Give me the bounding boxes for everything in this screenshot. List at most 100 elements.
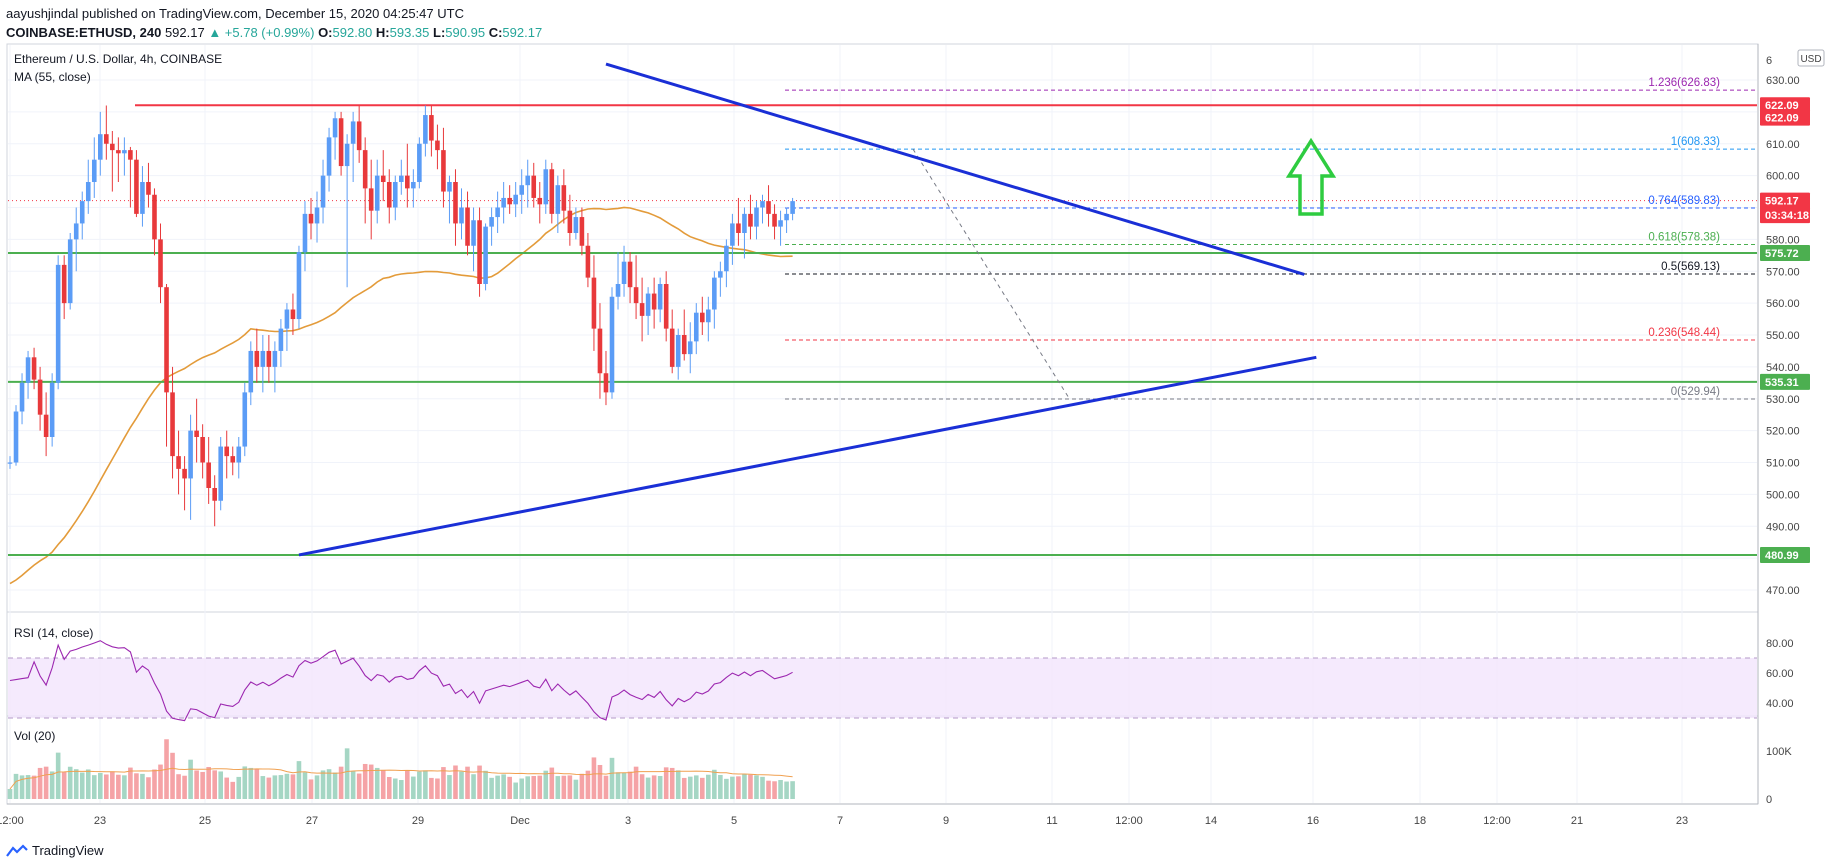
volume-bar [128,767,133,799]
volume-bar [79,772,85,799]
volume-bar [778,780,783,799]
candle [248,341,254,406]
volume-bar [85,769,91,799]
volume-bar [104,774,109,799]
volume-bar [429,777,434,799]
tradingview-logo-icon [6,843,28,857]
candle-body [519,185,524,195]
candle-body [700,312,705,323]
candle [513,182,518,218]
volume-bar [61,771,67,799]
triangle-trendlines[interactable] [298,62,1317,557]
currency-button[interactable]: USD [1797,49,1825,67]
volume-ma-line [9,767,793,790]
candle-body [712,277,717,310]
volume-bar [272,775,278,799]
candle-body [25,357,31,383]
volume-bar [543,770,549,799]
volume-bar [730,776,735,799]
volume-bar [290,774,296,799]
volume-bar [561,775,567,799]
volume-bar [609,757,615,799]
volume-bar [712,769,717,799]
candle [61,255,67,320]
candle [615,252,621,310]
candle [386,169,392,224]
volume-bar [760,776,765,799]
volume-bar [356,773,362,799]
tradingview-footer[interactable]: TradingView [6,843,104,858]
price-tag-background [1760,192,1810,209]
ma-indicator-label[interactable]: MA (55, close) [14,70,91,84]
candle-body [561,185,567,211]
time-axis[interactable]: 12:00 23 25 27 29 Dec 3 5 7 9 11 12:00 14 16 18 12:00 21… [0,815,1688,827]
volume-bar [784,781,789,799]
price-axis-label: 520.00 [1766,426,1800,438]
candle [212,475,217,527]
tradingview-brand: TradingView [32,843,104,858]
price-tag-label: 480.99 [1765,550,1799,562]
candle-body [772,213,777,227]
candle-body [495,207,500,218]
volume-bar [152,769,157,799]
candle [140,166,145,227]
volume-bar [140,773,145,799]
candle [399,159,404,195]
price-axis[interactable]: 630.00620.00610.00600.00590.00580.00570.… [1766,55,1800,806]
main-pane-title: Ethereum / U.S. Dollar, 4h, COINBASE [14,52,222,66]
volume-bar [501,774,506,799]
volume-bar [627,771,633,799]
volume-bar [706,774,711,799]
horizontal-levels [8,104,1757,556]
volume-bar [417,771,422,799]
volume-bar [350,771,356,799]
volume-bar [585,770,591,799]
candle [296,245,302,329]
price-tag-background [1760,109,1810,126]
candle-body [13,411,19,463]
close-value: 592.17 [502,25,543,40]
volume-bar [176,774,181,799]
candle-body [567,210,573,233]
candle-body [435,140,440,151]
candle [194,398,199,463]
candle-body [399,175,404,182]
volume-bar [748,774,753,799]
fibonacci-retracement[interactable]: 1.236(626.83) 1(608.33) 0.764(589.83) 0.618… [785,77,1757,400]
candle-body [79,201,85,224]
candle [314,191,320,243]
volume-bar [423,770,428,799]
candle-body [748,213,753,227]
candle [663,271,669,342]
candle [122,137,127,176]
candle [200,424,205,479]
volume-bar [453,765,458,799]
fib-ratio: 0.764 [1648,195,1677,207]
candle-body [344,143,350,167]
candle [224,430,230,479]
candle [85,159,91,214]
rsi-pane-title[interactable]: RSI (14, close) [14,626,93,640]
candle-body [417,143,422,182]
volume-bar [116,774,121,799]
candle-body [693,312,699,342]
volume-pane-title[interactable]: Vol (20) [14,729,55,743]
bullish-arrow[interactable] [1285,137,1337,216]
candle [236,437,242,479]
volume-bar [766,780,771,799]
price-axis-label: 570.00 [1766,266,1800,278]
candle [429,105,434,157]
fib-level-label: 0.618(578.38) [1648,232,1720,244]
rsi-axis-label: 60.00 [1766,668,1794,680]
candle-body [555,185,561,214]
volume-axis-label: 100K [1766,746,1792,758]
volume-bar [19,775,25,799]
author-name[interactable]: aayushjindal [6,6,79,21]
candle [176,430,181,495]
time-axis-label: 23 [1676,815,1688,827]
volume-bar [507,776,512,799]
candle-body [182,468,187,479]
price-tag-label: 03:34:18 [1765,210,1809,222]
volume-bar [194,770,199,799]
